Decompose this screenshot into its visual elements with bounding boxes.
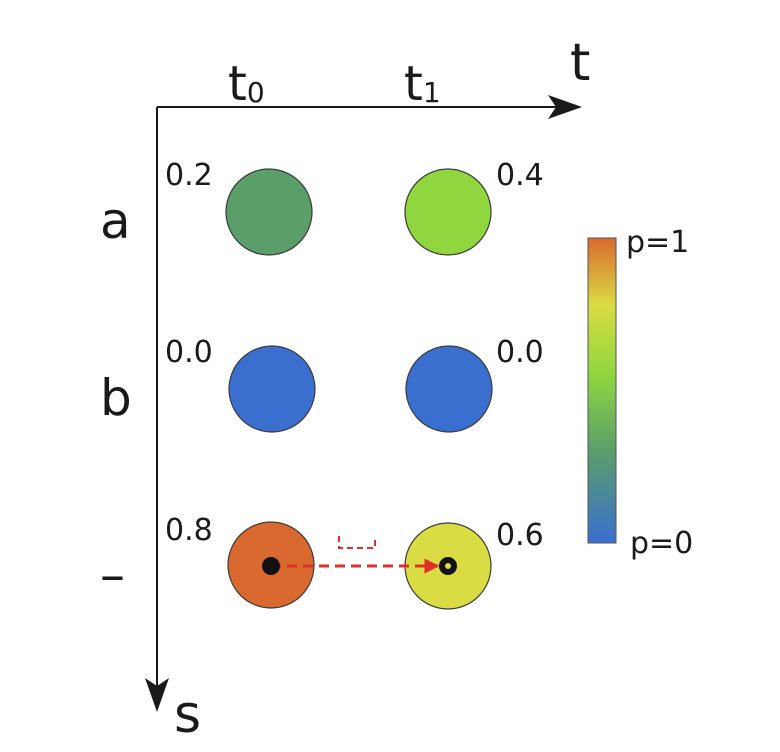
node-a-t0-value: 0.2 (165, 158, 213, 193)
axes: t s t0 t1 a b – (100, 33, 590, 745)
node-b-t1-value: 0.0 (496, 335, 544, 370)
time-tick-t0-sub: 0 (247, 76, 265, 109)
node-dash-t1-value: 0.6 (496, 518, 544, 553)
state-axis-arrowhead (145, 678, 169, 712)
time-axis-arrowhead (548, 95, 582, 119)
node-dash-t0-dot (262, 557, 280, 575)
node-dash-t1-dot-center (445, 563, 451, 569)
colorbar-bottom-label: p=0 (630, 526, 693, 561)
transition-annotation-bracket (338, 536, 376, 549)
state-tick-b: b (100, 369, 132, 427)
state-tick-a: a (100, 192, 131, 250)
node-a-t0 (225, 168, 313, 256)
state-tick-dash: – (100, 546, 125, 604)
colorbar-top-label: p=1 (626, 225, 689, 260)
colorbar-gradient (587, 237, 617, 544)
transition (262, 536, 457, 575)
colorbar: p=1 p=0 (587, 225, 693, 561)
time-tick-t1-base: t (404, 56, 423, 112)
node-dash-t0-value: 0.8 (165, 513, 213, 548)
node-a-t1 (404, 168, 492, 256)
node-b-t0-value: 0.0 (165, 335, 213, 370)
time-tick-t1-sub: 1 (423, 76, 441, 109)
time-axis-label: t (570, 33, 590, 93)
time-tick-t1: t1 (404, 56, 441, 112)
node-b-t1 (405, 345, 493, 433)
state-axis-label: s (174, 685, 201, 745)
node-a-t1-value: 0.4 (496, 158, 544, 193)
node-b-t0 (228, 345, 316, 433)
time-tick-t0: t0 (228, 56, 265, 112)
time-tick-t0-base: t (228, 56, 247, 112)
nodes: 0.2 0.4 0.0 0.0 0.8 0.6 (165, 158, 544, 610)
